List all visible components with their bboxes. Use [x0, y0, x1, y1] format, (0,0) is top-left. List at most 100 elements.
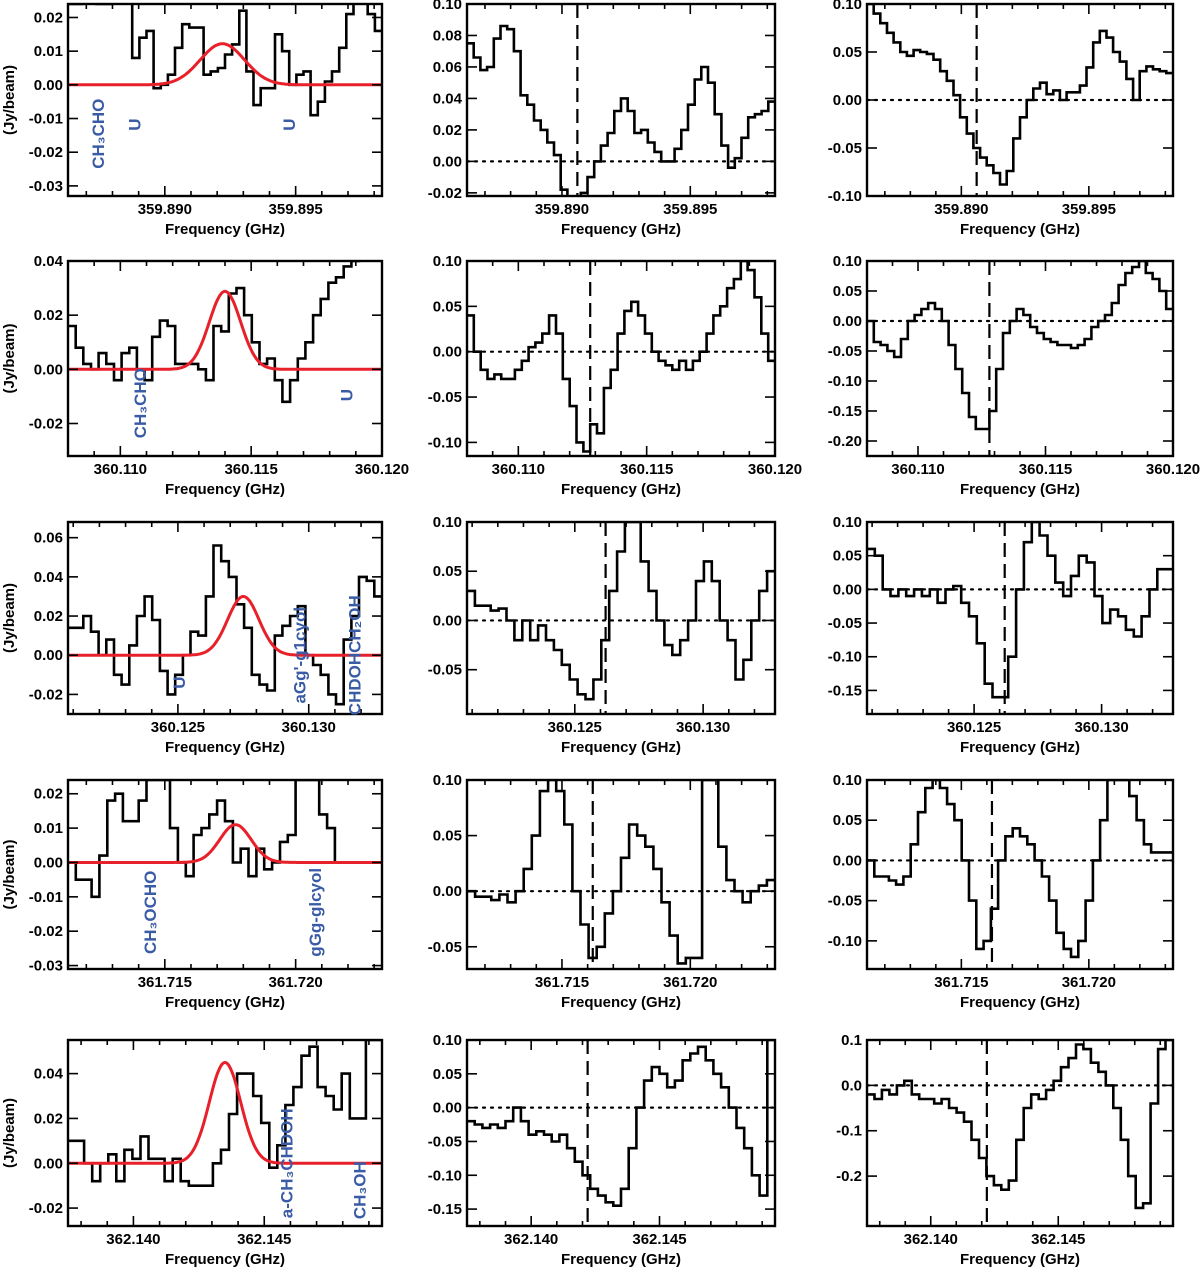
y-tick-label: 0.10 [433, 1032, 462, 1049]
y-tick-label: 0.05 [433, 828, 462, 845]
y-tick-label: -0.05 [828, 615, 862, 632]
spectrum-line [467, 24, 775, 196]
y-tick-label: 0.00 [433, 612, 462, 629]
spectrum-line [68, 1040, 382, 1187]
y-tick-label: 0.04 [34, 569, 64, 586]
y-tick-label: 0.00 [34, 77, 63, 94]
y-tick-label: -0.02 [29, 923, 63, 940]
x-axis-title: Frequency (GHz) [561, 739, 681, 756]
x-tick-label: 362.145 [632, 1231, 686, 1248]
y-axis-title: (Jy/beam) [1, 1098, 18, 1168]
y-tick-label: 0.1 [841, 1032, 862, 1049]
gaussian-fit-curve [68, 42, 382, 87]
y-tick-label: -0.10 [828, 649, 862, 666]
y-tick-label: 0.10 [833, 514, 862, 531]
x-tick-label: 359.890 [138, 201, 192, 218]
x-tick-label: 360.130 [282, 719, 336, 736]
y-tick-label: -0.02 [29, 1200, 63, 1217]
x-tick-label: 360.130 [676, 719, 730, 736]
spectrum-line [467, 261, 775, 453]
x-tick-label: 360.110 [94, 461, 147, 478]
spectrum-line [867, 4, 1173, 186]
spectrum-line [68, 4, 382, 117]
y-tick-label: 0.00 [833, 92, 862, 109]
x-axis-title: Frequency (GHz) [561, 221, 681, 238]
x-tick-label: 362.140 [504, 1231, 558, 1248]
y-axis-title: (Jy/beam) [1, 323, 18, 393]
plot-frame [865, 778, 1175, 971]
plot-area [467, 4, 775, 196]
plot-frame [465, 778, 777, 971]
plot-frame [465, 2, 777, 198]
y-tick-label: 0.04 [433, 90, 463, 107]
y-tick-label: -0.05 [428, 389, 462, 406]
y-tick-label: 0.00 [433, 344, 462, 361]
x-tick-label: 360.120 [748, 461, 802, 478]
x-tick-label: 361.720 [1062, 974, 1116, 991]
y-tick-label: 0.10 [833, 0, 862, 13]
y-tick-label: -0.03 [29, 178, 63, 195]
x-axis-title: Frequency (GHz) [960, 994, 1080, 1011]
y-tick-label: 0.05 [433, 298, 462, 315]
spectrum-line [467, 522, 775, 701]
species-label: U [280, 118, 299, 130]
plot-frame [865, 1038, 1175, 1228]
x-tick-label: 360.120 [1146, 461, 1200, 478]
plot-area [467, 522, 775, 714]
x-tick-label: 360.125 [548, 719, 602, 736]
y-tick-label: 0.06 [433, 59, 462, 76]
plot-area [68, 4, 382, 117]
y-tick-label: 0.02 [433, 122, 462, 139]
species-label: U [337, 389, 356, 401]
species-label: aGg'-g1cyol [290, 607, 309, 704]
x-axis-title: Frequency (GHz) [960, 739, 1080, 756]
y-tick-label: 0.02 [34, 786, 63, 803]
plot-frame [66, 778, 384, 971]
x-axis-title: Frequency (GHz) [960, 481, 1080, 498]
species-label: CH₃OH [351, 1161, 370, 1219]
panel-r5c3: 362.140 362.145 0.1 0.0 -0.1 -0.2 Frequency (G… [836, 1032, 1175, 1268]
x-tick-label: 360.110 [891, 461, 944, 478]
species-label: U [126, 118, 145, 130]
spectrum-line [867, 780, 1173, 959]
x-tick-label: 360.125 [947, 719, 1001, 736]
x-tick-label: 361.715 [934, 974, 988, 991]
gaussian-fit-curve [68, 1060, 382, 1165]
x-tick-label: 360.110 [492, 461, 545, 478]
y-tick-label: 0.05 [833, 283, 862, 300]
x-tick-label: 360.115 [224, 461, 277, 478]
spectrum-line [467, 1040, 775, 1207]
panel-r1c3: 359.890 359.895 0.10 0.05 0.00 -0.05 -0.10 Freq… [828, 0, 1175, 238]
x-tick-label: 362.145 [1031, 1231, 1085, 1248]
y-tick-label: 0.10 [833, 253, 862, 270]
spectrum-line [467, 780, 775, 965]
plot-area [467, 1040, 775, 1226]
plot-frame [66, 2, 384, 198]
spectrum-line [867, 1040, 1173, 1210]
y-tick-label: -0.15 [428, 1201, 462, 1218]
spectrum-line [68, 261, 361, 404]
y-tick-label: -0.15 [828, 682, 862, 699]
x-axis-title: Frequency (GHz) [165, 994, 285, 1011]
y-tick-label: 0.05 [833, 812, 862, 829]
panel-r5c1: 362.140 362.145 0.04 0.02 0.00 -0.02 Frequency… [1, 1038, 384, 1268]
y-tick-label: -0.10 [828, 933, 862, 950]
y-tick-label: -0.05 [428, 1133, 462, 1150]
panel-r4c1: 361.715 361.720 0.02 0.01 0.00 -0.01 -0.02 -0.0… [1, 778, 384, 1011]
panel-r1c1: 359.890 359.895 0.02 0.01 0.00 -0.01 -0.02 -0.0… [1, 2, 384, 238]
species-label: CH₃CHO [89, 99, 108, 169]
plot-frame [865, 259, 1175, 458]
x-axis-title: Frequency (GHz) [165, 1251, 285, 1268]
y-tick-label: -0.2 [836, 1168, 862, 1185]
y-tick-label: 0.10 [833, 772, 862, 789]
x-axis-title: Frequency (GHz) [960, 1251, 1080, 1268]
y-tick-label: -0.20 [828, 433, 862, 450]
x-tick-label: 361.720 [269, 974, 323, 991]
panel-r2c3: 360.110 360.115 360.120 0.10 0.05 0.00 -0.05 -0… [828, 253, 1200, 498]
x-tick-label: 359.890 [934, 201, 988, 218]
y-tick-label: -0.01 [29, 111, 63, 128]
x-tick-label: 362.145 [237, 1231, 291, 1248]
y-tick-label: 0.00 [833, 581, 862, 598]
panel-r4c3: 361.715 361.720 0.10 0.05 0.00 -0.05 -0.10 Freq… [828, 772, 1175, 1011]
